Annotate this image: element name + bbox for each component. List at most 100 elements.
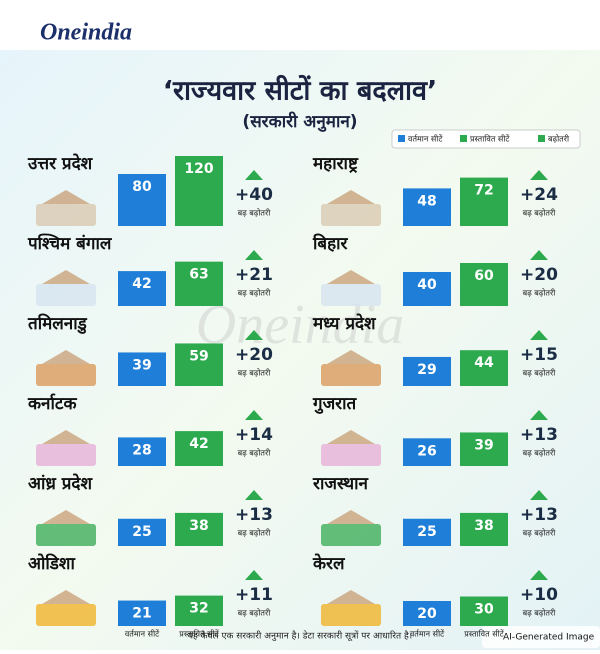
state-icon-roof <box>42 190 90 204</box>
bar-value: 80 <box>132 179 152 195</box>
increase-value: +13 <box>520 425 558 445</box>
bar-current <box>118 174 166 226</box>
bar-value: 29 <box>417 362 436 378</box>
legend-swatch <box>460 135 467 142</box>
state-icon-roof <box>42 510 90 524</box>
state-icon-roof <box>327 430 375 444</box>
bar-value: 63 <box>189 267 208 283</box>
state-icon-roof <box>327 270 375 284</box>
state-name: बिहार <box>312 233 349 254</box>
bar-value: 20 <box>417 606 437 622</box>
bar-value: 25 <box>417 524 436 540</box>
state-name: पश्चिम बंगाल <box>27 233 113 254</box>
state-icon-roof <box>327 190 375 204</box>
state-icon <box>321 364 381 386</box>
bar-proposed <box>460 596 508 626</box>
subtitle: (सरकारी अनुमान) <box>242 111 357 132</box>
increase-arrow <box>530 570 548 580</box>
legend-swatch <box>538 135 545 142</box>
state-name: केरल <box>312 553 346 574</box>
bar-current <box>403 518 451 546</box>
state-name: महाराष्ट्र <box>312 154 359 174</box>
increase-value: +11 <box>235 585 273 605</box>
footer: यह केवल एक सरकारी अनुमान है। डेटा सरकारी… <box>188 630 412 642</box>
badge-bg <box>482 626 600 648</box>
bar-value: 42 <box>189 436 208 452</box>
increase-caption: बढ़ बढ़ोतरी <box>523 448 557 458</box>
bar-value: 38 <box>189 518 208 534</box>
increase-arrow <box>245 330 263 340</box>
increase-arrow <box>245 490 263 500</box>
state-icon-roof <box>42 270 90 284</box>
bar-proposed <box>460 263 508 306</box>
state-icon-roof <box>327 510 375 524</box>
increase-caption: बढ़ बढ़ोतरी <box>238 288 272 298</box>
increase-value: +14 <box>235 425 273 445</box>
state-icon <box>321 604 381 626</box>
state-icon <box>321 204 381 226</box>
increase-value: +13 <box>235 505 273 525</box>
bar-value: 60 <box>474 268 494 284</box>
increase-value: +15 <box>520 345 558 365</box>
increase-arrow <box>245 410 263 420</box>
bar-axis-label: वर्तमान सीटें <box>125 629 160 639</box>
increase-arrow <box>245 170 263 180</box>
bar-proposed <box>460 350 508 386</box>
bar-value: 21 <box>132 606 151 622</box>
increase-value: +20 <box>520 265 558 285</box>
state-name: उत्तर प्रदेश <box>27 153 94 174</box>
state-icon-roof <box>327 590 375 604</box>
bar-proposed <box>175 156 223 226</box>
bar-proposed <box>460 512 508 546</box>
legend-box <box>391 129 581 149</box>
increase-caption: बढ़ बढ़ोतरी <box>238 448 272 458</box>
increase-value: +13 <box>520 505 558 525</box>
increase-arrow <box>530 330 548 340</box>
increase-value: +40 <box>235 185 273 205</box>
bar-proposed <box>175 431 223 466</box>
state-icon <box>36 364 96 386</box>
increase-arrow <box>530 490 548 500</box>
title: ‘राज्यवार सीटों का बदलाव’ <box>163 75 438 107</box>
bar-proposed <box>460 177 508 226</box>
increase-caption: बढ़ बढ़ोतरी <box>523 528 557 538</box>
increase-arrow <box>530 170 548 180</box>
legend-swatch <box>398 135 405 142</box>
bar-proposed <box>175 343 223 386</box>
bar-proposed <box>460 432 508 466</box>
legend-label: प्रस्तावित सीटें <box>470 134 510 144</box>
bar-value: 120 <box>184 161 213 177</box>
bar-value: 32 <box>189 601 208 617</box>
bar-axis-label: प्रस्तावित सीटें <box>464 629 504 639</box>
bar-value: 25 <box>132 524 151 540</box>
bar-value: 59 <box>189 348 208 364</box>
state-name: ओडिशा <box>28 553 75 574</box>
state-icon <box>321 524 381 546</box>
increase-value: +24 <box>520 185 558 205</box>
increase-arrow <box>245 250 263 260</box>
increase-caption: बढ़ बढ़ोतरी <box>523 368 557 378</box>
bar-proposed <box>175 261 223 306</box>
state-name: गुजरात <box>312 394 358 414</box>
bar-value: 30 <box>474 602 494 618</box>
state-name: मध्य प्रदेश <box>312 313 377 334</box>
increase-caption: बढ़ बढ़ोतरी <box>523 208 557 218</box>
logo: Oneindia <box>40 20 132 46</box>
increase-arrow <box>245 570 263 580</box>
bar-value: 26 <box>417 443 436 459</box>
bar-value: 48 <box>417 193 436 209</box>
bar-value: 40 <box>417 277 437 293</box>
increase-caption: बढ़ बढ़ोतरी <box>523 288 557 298</box>
bar-current <box>118 271 166 306</box>
bar-current <box>403 188 451 226</box>
increase-arrow <box>530 250 548 260</box>
state-icon <box>36 524 96 546</box>
state-icon-roof <box>42 590 90 604</box>
bar-current <box>403 356 451 386</box>
state-icon <box>36 444 96 466</box>
state-name: राजस्थान <box>312 474 369 494</box>
increase-value: +21 <box>235 265 273 285</box>
bar-value: 42 <box>132 276 151 292</box>
